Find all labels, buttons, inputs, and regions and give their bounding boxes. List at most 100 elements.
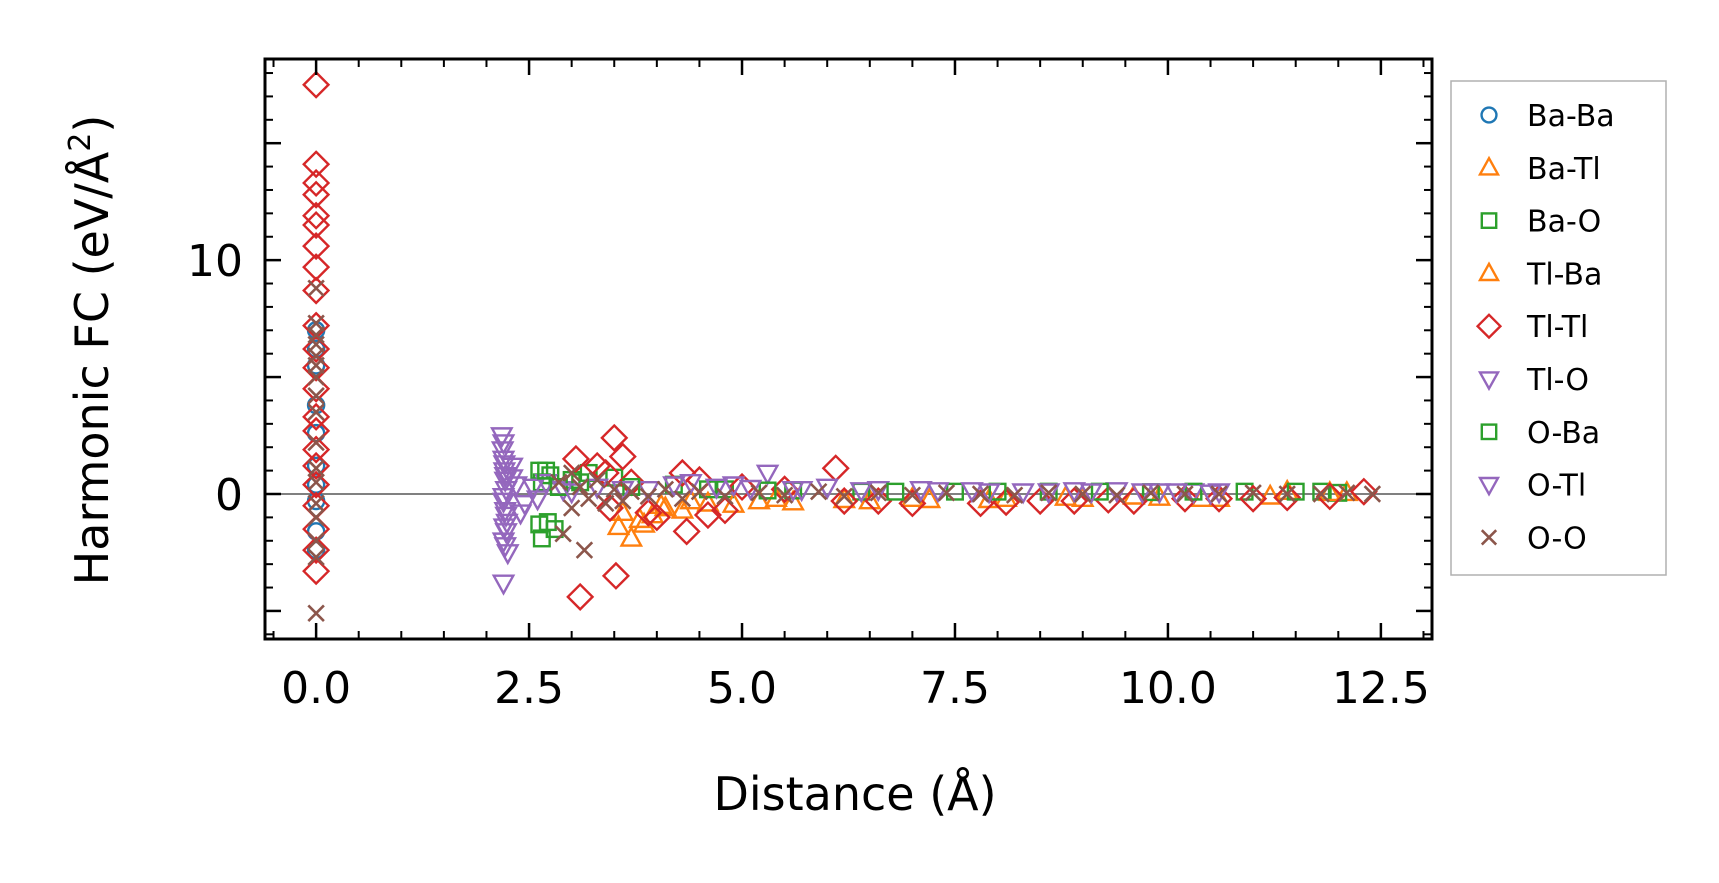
legend-label: O-O [1527, 521, 1587, 556]
data-point [1119, 486, 1148, 516]
data-point [575, 541, 594, 559]
data-point [821, 454, 850, 483]
data-point [302, 70, 331, 99]
x-tick-label: 5.0 [707, 663, 777, 714]
legend-label: Tl-Ba [1526, 257, 1602, 292]
data-point [494, 506, 518, 528]
data-point [492, 455, 517, 477]
data-point [690, 482, 709, 501]
data-point [302, 536, 331, 565]
legend: Ba-Ba Ba-Tl Ba-O Tl-Ba Tl-Tl Tl-O O-Ba O-Tl O-O [1450, 80, 1667, 576]
legend-marker [1477, 371, 1501, 392]
data-point [789, 480, 814, 503]
data-point [673, 489, 692, 508]
data-point [1198, 484, 1223, 506]
plot-content [265, 70, 1432, 622]
legend-marker [1475, 313, 1503, 340]
data-point [1312, 485, 1330, 503]
data-point [1036, 483, 1061, 505]
x-tick-label: 10.0 [1119, 663, 1217, 714]
data-point [1147, 483, 1172, 505]
data-point [307, 473, 325, 492]
y-tick-label: 10 [187, 236, 243, 287]
data-point [1278, 485, 1296, 503]
data-point [610, 480, 635, 503]
y-tick-label: 0 [215, 470, 243, 521]
y-axis-title-main: Harmonic FC (eV/Å [65, 151, 119, 585]
data-point [588, 471, 606, 489]
data-point [696, 490, 720, 512]
data-point [307, 508, 325, 527]
data-point [302, 557, 331, 586]
data-point [849, 482, 874, 504]
data-point [1170, 484, 1200, 513]
data-point [608, 442, 637, 471]
data-point [642, 503, 671, 532]
plot-frame [263, 57, 1434, 641]
legend-label: Ba-Tl [1527, 152, 1601, 187]
data-point [307, 368, 325, 386]
data-point [302, 334, 331, 364]
data-point [307, 548, 325, 566]
data-point [977, 483, 1001, 505]
data-point [917, 486, 942, 509]
data-point [521, 478, 546, 500]
data-point [490, 427, 514, 449]
data-point [639, 487, 658, 506]
data-point [302, 150, 331, 179]
data-point [672, 517, 701, 546]
data-point [1130, 483, 1155, 505]
data-point [500, 469, 524, 491]
legend-label: O-Tl [1527, 469, 1586, 504]
data-point [619, 525, 644, 547]
data-point [307, 387, 325, 405]
data-point [302, 353, 331, 382]
data-point [992, 488, 1021, 517]
data-point [1363, 485, 1382, 503]
data-point [1079, 483, 1104, 505]
data-point [710, 496, 740, 525]
data-point [1108, 486, 1126, 504]
data-point [562, 464, 581, 482]
legend-marker [1480, 212, 1498, 229]
data-point [302, 180, 331, 209]
data-point [307, 532, 325, 550]
data-point [679, 473, 703, 496]
legend-label: Tl-Tl [1526, 310, 1588, 345]
data-point [1204, 484, 1234, 513]
data-point [704, 478, 729, 500]
x-axis-title: Distance (Å) [713, 767, 996, 821]
data-point [809, 482, 828, 501]
data-point [1026, 486, 1055, 516]
data-point [307, 604, 325, 622]
x-tick-label: 0.0 [281, 663, 351, 714]
data-point [559, 483, 584, 505]
series-tl-tl [302, 70, 1378, 611]
data-point [307, 403, 325, 421]
legend-label: Tl-O [1526, 363, 1589, 398]
data-point [307, 433, 325, 452]
data-point [606, 513, 631, 536]
data-point [886, 482, 905, 501]
y-axis-title: Harmonic FC (eV/Å2) [63, 115, 119, 586]
y-axis-title-superscript: 2 [63, 133, 98, 152]
x-tick-label: 7.5 [920, 663, 990, 714]
data-point [491, 434, 516, 456]
data-point [1338, 484, 1356, 502]
legend-marker [1477, 155, 1501, 176]
data-point [302, 402, 331, 431]
data-point [561, 444, 590, 473]
legend-marker [1480, 106, 1498, 124]
data-point [491, 574, 516, 596]
data-point [1074, 485, 1092, 503]
data-point [307, 494, 325, 513]
data-point [1142, 484, 1160, 502]
data-point [591, 458, 620, 487]
data-point [866, 480, 891, 503]
data-point [775, 486, 794, 504]
data-point [549, 477, 568, 496]
data-point [1176, 485, 1194, 503]
legend-marker [1480, 423, 1498, 441]
data-point [493, 537, 518, 559]
legend-marker [1477, 261, 1501, 282]
